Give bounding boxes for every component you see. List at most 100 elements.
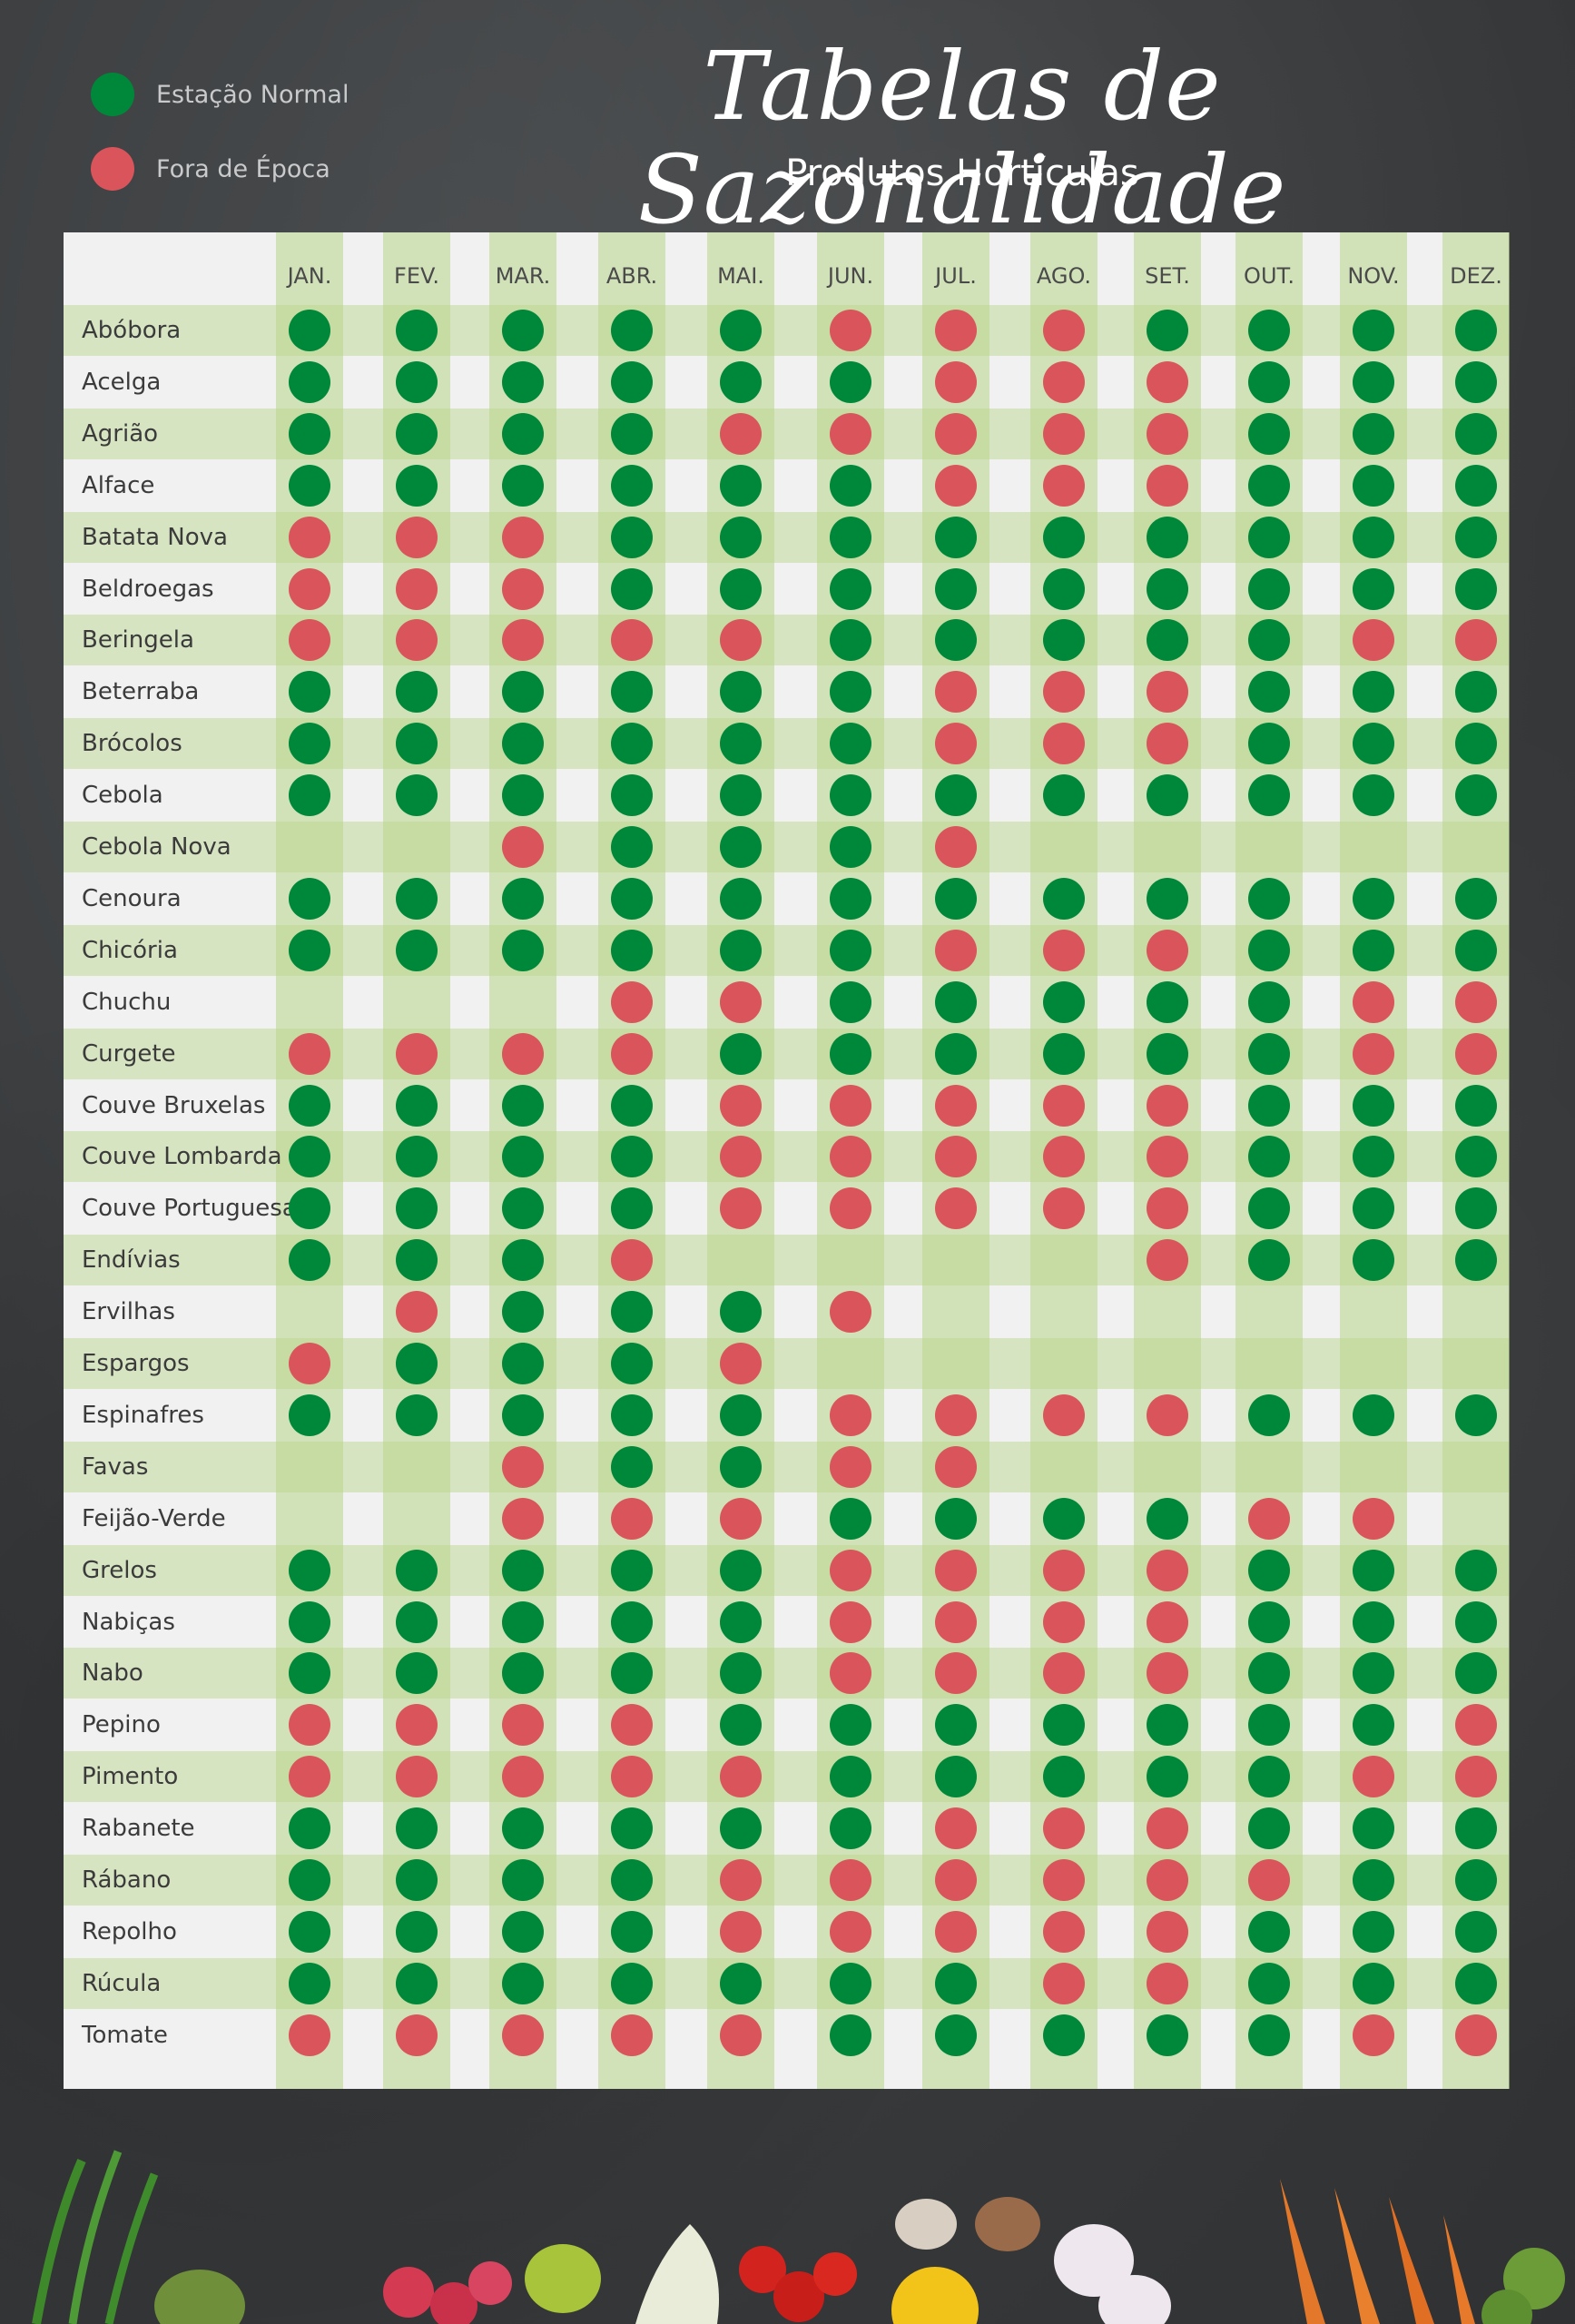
season-dot-normal (502, 412, 544, 455)
season-dot-normal (720, 1032, 762, 1075)
season-dot-normal (502, 1291, 544, 1334)
season-dot-normal (720, 1549, 762, 1591)
season-dot-off (1353, 1497, 1394, 1540)
season-dot-off (1147, 1600, 1188, 1643)
season-dot-normal (1248, 516, 1290, 558)
row-label: Chicória (82, 936, 178, 964)
season-dot-normal (1248, 310, 1290, 351)
row-label: Cenoura (82, 884, 182, 912)
season-dot-off (611, 619, 653, 662)
season-dot-normal (830, 567, 871, 610)
row-label: Nabiças (82, 1608, 175, 1636)
season-dot-normal (611, 310, 653, 351)
season-dot-off (502, 567, 544, 610)
season-dot-off (1455, 1704, 1497, 1747)
season-dot-off (830, 1910, 871, 1953)
season-dot-normal (1147, 774, 1188, 817)
season-dot-normal (1248, 360, 1290, 403)
season-dot-normal (1043, 877, 1085, 920)
season-dot-normal (1455, 1084, 1497, 1127)
season-dot-normal (1353, 1136, 1394, 1178)
season-dot-off (396, 1704, 438, 1747)
season-dot-off (1043, 1136, 1085, 1178)
season-dot-normal (502, 310, 544, 351)
season-dot-normal (1353, 1549, 1394, 1591)
season-dot-normal (611, 929, 653, 971)
month-header: AGO. (1036, 263, 1092, 289)
season-dot-normal (611, 1962, 653, 2004)
season-dot-normal (1353, 1910, 1394, 1953)
season-dot-normal (611, 1393, 653, 1436)
season-dot-off (720, 980, 762, 1023)
row-label: Repolho (82, 1917, 177, 1945)
season-dot-normal (1455, 723, 1497, 765)
season-dot-off (1455, 2014, 1497, 2056)
season-dot-normal (1147, 877, 1188, 920)
season-dot-normal (935, 774, 977, 817)
season-dot-normal (1043, 1704, 1085, 1747)
season-dot-normal (830, 671, 871, 714)
season-dot-normal (1455, 1652, 1497, 1695)
row-label: Alface (82, 471, 155, 499)
row-label: Espargos (82, 1350, 190, 1377)
season-dot-normal (830, 723, 871, 765)
season-dot-normal (830, 1032, 871, 1075)
season-dot-normal (1455, 1393, 1497, 1436)
season-dot-normal (1353, 877, 1394, 920)
season-dot-normal (935, 1497, 977, 1540)
season-dot-normal (1353, 310, 1394, 351)
season-dot-normal (830, 619, 871, 662)
season-dot-normal (502, 1652, 544, 1695)
season-dot-normal (830, 516, 871, 558)
season-dot-normal (1043, 2014, 1085, 2056)
season-dot-normal (396, 723, 438, 765)
season-dot-normal (1248, 1032, 1290, 1075)
row-label: Grelos (82, 1556, 157, 1584)
season-dot-off (1043, 671, 1085, 714)
season-dot-normal (1353, 464, 1394, 507)
row-label: Beterraba (82, 678, 200, 706)
season-dot-normal (611, 671, 653, 714)
season-dot-normal (720, 1445, 762, 1488)
season-dot-normal (1353, 774, 1394, 817)
season-dot-normal (1248, 412, 1290, 455)
season-dot-off (720, 1084, 762, 1127)
season-dot-normal (1043, 1756, 1085, 1798)
month-header: DEZ. (1450, 263, 1502, 289)
season-dot-normal (720, 1291, 762, 1334)
season-dot-normal (720, 929, 762, 971)
season-dot-off (1147, 1962, 1188, 2004)
season-dot-off (830, 412, 871, 455)
season-dot-off (935, 1393, 977, 1436)
season-dot-normal (1455, 929, 1497, 971)
season-dot-normal (1455, 877, 1497, 920)
season-dot-normal (396, 1549, 438, 1591)
row-label: Couve Bruxelas (82, 1091, 266, 1119)
season-dot-normal (611, 1807, 653, 1850)
season-dot-normal (289, 1807, 330, 1850)
month-header: ABR. (605, 263, 658, 289)
season-dot-normal (1043, 567, 1085, 610)
season-dot-normal (502, 1549, 544, 1591)
season-dot-normal (611, 567, 653, 610)
season-dot-normal (830, 1756, 871, 1798)
row-band (64, 305, 1509, 356)
season-dot-off (1353, 980, 1394, 1023)
season-dot-off (1248, 1497, 1290, 1540)
season-dot-normal (1353, 723, 1394, 765)
season-dot-normal (396, 464, 438, 507)
season-dot-off (935, 826, 977, 868)
season-dot-normal (289, 1859, 330, 1901)
row-label: Favas (82, 1452, 149, 1481)
row-label: Cebola (82, 782, 163, 810)
season-dot-normal (1455, 567, 1497, 610)
season-dot-normal (611, 1187, 653, 1230)
row-band (64, 1751, 1509, 1803)
row-label: Curgete (82, 1039, 176, 1068)
season-dot-off (1147, 360, 1188, 403)
legend-label: Estação Normal (156, 80, 349, 109)
season-dot-off (396, 1291, 438, 1334)
season-dot-normal (1248, 723, 1290, 765)
season-dot-normal (611, 826, 653, 868)
row-label: Endívias (82, 1246, 181, 1275)
